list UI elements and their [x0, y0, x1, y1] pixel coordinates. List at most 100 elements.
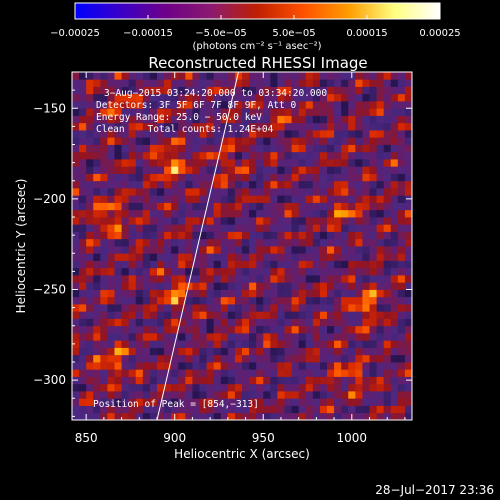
- heatmap-cell: [199, 362, 207, 370]
- heatmap-cell: [277, 412, 285, 420]
- heatmap-cell: [227, 304, 236, 312]
- heatmap-cell: [199, 79, 207, 87]
- heatmap-cell: [171, 304, 179, 312]
- heatmap-cell: [369, 296, 377, 305]
- heatmap-cell: [249, 151, 257, 160]
- heatmap-cell: [291, 101, 300, 109]
- heatmap-cell: [185, 115, 193, 124]
- heatmap-cell: [256, 202, 264, 211]
- heatmap-cell: [242, 369, 250, 377]
- heatmap-cell: [397, 369, 406, 377]
- heatmap-cell: [397, 159, 406, 167]
- heatmap-cell: [213, 318, 222, 327]
- heatmap-cell: [341, 108, 349, 116]
- heatmap-cell: [383, 347, 392, 356]
- heatmap-cell: [86, 180, 94, 189]
- heatmap-cell: [135, 188, 144, 196]
- heatmap-cell: [390, 267, 399, 276]
- heatmap-cell: [121, 246, 130, 254]
- heatmap-cell: [142, 151, 151, 160]
- heatmap-cell: [171, 159, 179, 167]
- heatmap-cell: [128, 72, 137, 80]
- heatmap-cell: [327, 246, 335, 254]
- heatmap-cell: [284, 311, 292, 319]
- heatmap-cell: [263, 260, 271, 269]
- heatmap-cell: [93, 217, 101, 225]
- heatmap-cell: [135, 412, 144, 420]
- heatmap-cell: [220, 289, 229, 298]
- heatmap-cell: [185, 159, 193, 167]
- heatmap-cell: [121, 340, 130, 348]
- heatmap-cell: [135, 144, 144, 153]
- heatmap-cell: [334, 159, 342, 167]
- heatmap-cell: [390, 122, 399, 131]
- heatmap-cell: [327, 405, 335, 414]
- heatmap-cell: [327, 122, 335, 131]
- heatmap-cell: [107, 275, 115, 283]
- heatmap-cell: [242, 108, 250, 116]
- heatmap-cell: [362, 369, 370, 377]
- heatmap-cell: [249, 275, 257, 283]
- heatmap-cell: [355, 224, 363, 232]
- heatmap-cell: [164, 209, 172, 218]
- heatmap-cell: [220, 253, 229, 261]
- heatmap-cell: [298, 275, 307, 283]
- heatmap-cell: [192, 296, 200, 305]
- heatmap-cell: [86, 93, 94, 102]
- heatmap-cell: [362, 282, 370, 290]
- heatmap-cell: [128, 166, 137, 174]
- heatmap-cell: [397, 93, 406, 102]
- heatmap-cell: [107, 86, 115, 95]
- heatmap-cell: [178, 267, 186, 276]
- heatmap-cell: [142, 144, 151, 153]
- heatmap-cell: [319, 86, 328, 95]
- heatmap-cell: [199, 173, 207, 182]
- heatmap-cell: [100, 188, 108, 196]
- heatmap-cell: [206, 238, 215, 247]
- heatmap-cell: [107, 398, 115, 406]
- heatmap-cell: [149, 159, 158, 167]
- heatmap-cell: [234, 304, 243, 312]
- heatmap-cell: [135, 340, 144, 348]
- heatmap-cell: [334, 209, 342, 218]
- heatmap-cell: [404, 209, 412, 218]
- heatmap-cell: [341, 289, 349, 298]
- heatmap-cell: [107, 340, 115, 348]
- heatmap-cell: [206, 173, 215, 182]
- heatmap-cell: [121, 115, 130, 124]
- heatmap-cell: [128, 195, 137, 203]
- heatmap-cell: [270, 231, 278, 240]
- heatmap-cell: [256, 289, 264, 298]
- heatmap-cell: [128, 354, 137, 363]
- heatmap-cell: [341, 130, 349, 138]
- heatmap-cell: [319, 72, 328, 80]
- heatmap-cell: [270, 72, 278, 80]
- heatmap-cell: [86, 166, 94, 174]
- heatmap-cell: [79, 108, 87, 116]
- heatmap-cell: [277, 122, 285, 131]
- heatmap-cell: [121, 333, 130, 341]
- heatmap-cell: [93, 72, 101, 80]
- heatmap-cell: [256, 217, 264, 225]
- heatmap-cell: [263, 304, 271, 312]
- heatmap-cell: [327, 376, 335, 385]
- heatmap-cell: [171, 253, 179, 261]
- heatmap-cell: [397, 246, 406, 254]
- heatmap-cell: [256, 122, 264, 131]
- heatmap-cell: [121, 166, 130, 174]
- heatmap-cell: [114, 231, 122, 240]
- heatmap-cell: [376, 93, 385, 102]
- heatmap-cell: [383, 209, 392, 218]
- heatmap-cell: [270, 202, 278, 211]
- heatmap-cell: [397, 224, 406, 232]
- heatmap-cell: [199, 188, 207, 196]
- heatmap-cell: [305, 325, 314, 334]
- heatmap-cell: [383, 383, 392, 392]
- heatmap-cell: [213, 383, 222, 392]
- heatmap-cell: [121, 209, 130, 218]
- heatmap-cell: [355, 383, 363, 392]
- heatmap-cell: [327, 304, 335, 312]
- heatmap-cell: [142, 383, 151, 392]
- heatmap-cell: [305, 369, 314, 377]
- heatmap-cell: [312, 217, 321, 225]
